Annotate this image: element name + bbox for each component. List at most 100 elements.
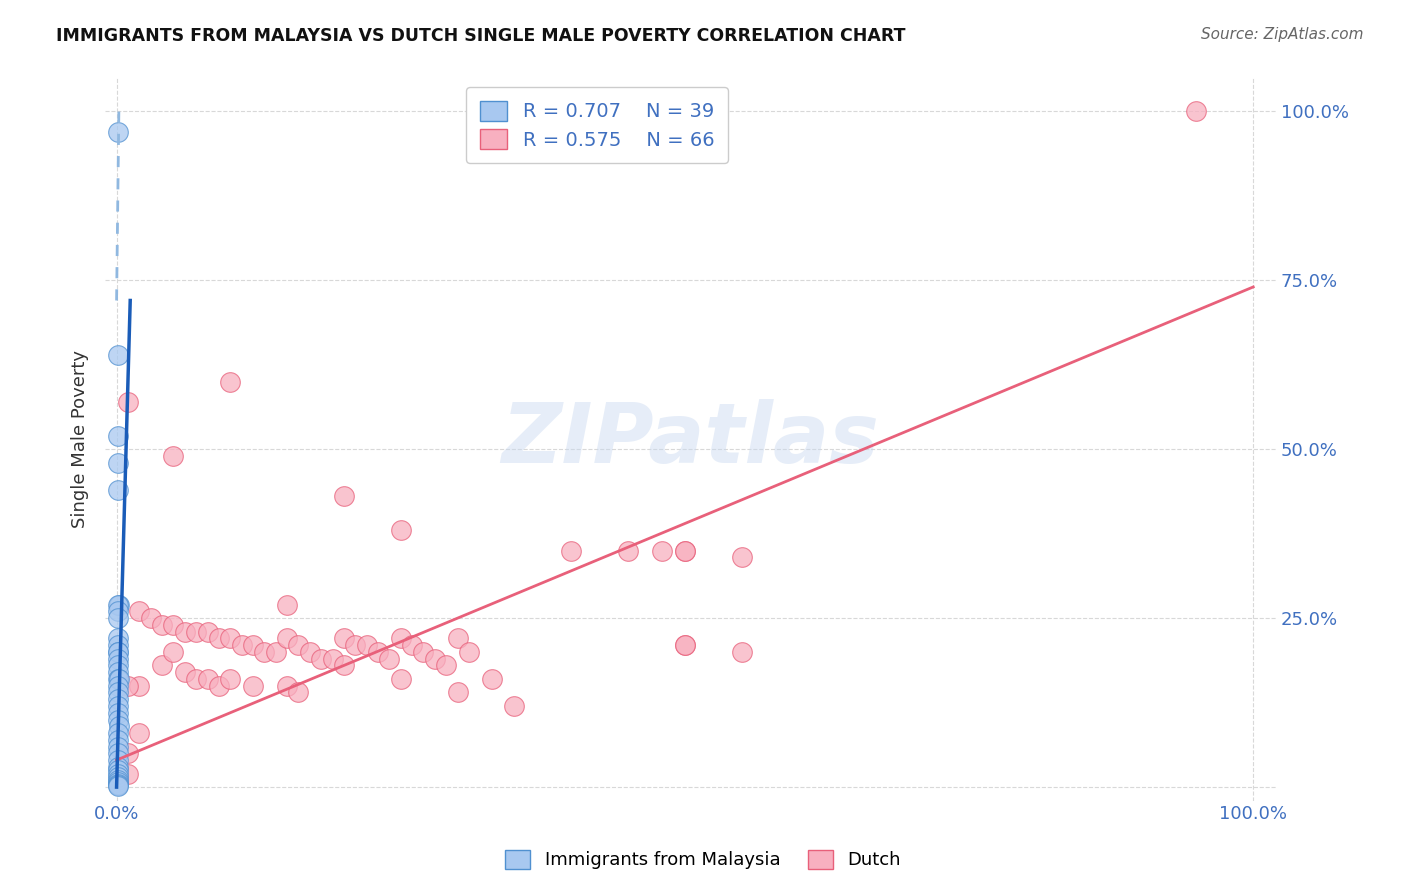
- Point: [107, 753, 129, 767]
- Point: [389, 672, 412, 686]
- Point: [107, 766, 129, 780]
- Point: [107, 598, 129, 612]
- Point: [107, 774, 129, 789]
- Point: [107, 483, 129, 497]
- Point: [107, 658, 129, 673]
- Point: [446, 685, 468, 699]
- Point: [276, 632, 298, 646]
- Point: [231, 638, 253, 652]
- Point: [264, 645, 287, 659]
- Point: [481, 672, 503, 686]
- Point: [107, 763, 129, 777]
- Point: [173, 624, 195, 639]
- Point: [560, 543, 582, 558]
- Y-axis label: Single Male Poverty: Single Male Poverty: [72, 350, 89, 528]
- Point: [333, 632, 356, 646]
- Point: [731, 550, 754, 565]
- Point: [378, 651, 401, 665]
- Point: [401, 638, 423, 652]
- Point: [173, 665, 195, 680]
- Point: [446, 632, 468, 646]
- Point: [186, 624, 208, 639]
- Point: [107, 632, 129, 646]
- Point: [219, 375, 242, 389]
- Point: [423, 651, 446, 665]
- Point: [162, 645, 184, 659]
- Point: [344, 638, 367, 652]
- Legend: R = 0.707    N = 39, R = 0.575    N = 66: R = 0.707 N = 39, R = 0.575 N = 66: [467, 87, 728, 163]
- Point: [107, 665, 129, 680]
- Point: [298, 645, 321, 659]
- Legend: Immigrants from Malaysia, Dutch: Immigrants from Malaysia, Dutch: [496, 841, 910, 879]
- Point: [242, 679, 264, 693]
- Point: [162, 449, 184, 463]
- Point: [434, 658, 457, 673]
- Point: [197, 624, 219, 639]
- Text: Source: ZipAtlas.com: Source: ZipAtlas.com: [1201, 27, 1364, 42]
- Point: [253, 645, 276, 659]
- Point: [139, 611, 162, 625]
- Point: [107, 685, 129, 699]
- Point: [107, 780, 129, 794]
- Point: [107, 456, 129, 470]
- Point: [107, 773, 129, 788]
- Point: [107, 698, 129, 713]
- Point: [367, 645, 389, 659]
- Point: [107, 638, 129, 652]
- Point: [117, 747, 139, 761]
- Point: [673, 638, 696, 652]
- Point: [208, 679, 231, 693]
- Point: [389, 523, 412, 537]
- Point: [108, 719, 131, 733]
- Point: [108, 598, 131, 612]
- Point: [150, 618, 173, 632]
- Point: [322, 651, 344, 665]
- Point: [107, 747, 129, 761]
- Point: [107, 651, 129, 665]
- Point: [107, 732, 129, 747]
- Point: [117, 679, 139, 693]
- Point: [107, 124, 129, 138]
- Point: [117, 766, 139, 780]
- Point: [107, 739, 129, 754]
- Point: [186, 672, 208, 686]
- Point: [128, 726, 150, 740]
- Point: [107, 347, 129, 361]
- Text: ZIPatlas: ZIPatlas: [502, 399, 880, 480]
- Point: [107, 770, 129, 784]
- Point: [162, 618, 184, 632]
- Point: [673, 543, 696, 558]
- Point: [107, 726, 129, 740]
- Point: [673, 543, 696, 558]
- Point: [107, 777, 129, 791]
- Point: [287, 685, 309, 699]
- Point: [276, 679, 298, 693]
- Point: [389, 632, 412, 646]
- Point: [128, 679, 150, 693]
- Point: [107, 645, 129, 659]
- Point: [107, 679, 129, 693]
- Point: [651, 543, 673, 558]
- Point: [503, 698, 526, 713]
- Point: [219, 672, 242, 686]
- Point: [333, 658, 356, 673]
- Point: [107, 778, 129, 792]
- Point: [309, 651, 332, 665]
- Point: [731, 645, 754, 659]
- Point: [208, 632, 231, 646]
- Point: [128, 604, 150, 618]
- Point: [617, 543, 640, 558]
- Point: [107, 645, 129, 659]
- Point: [197, 672, 219, 686]
- Point: [287, 638, 309, 652]
- Text: IMMIGRANTS FROM MALAYSIA VS DUTCH SINGLE MALE POVERTY CORRELATION CHART: IMMIGRANTS FROM MALAYSIA VS DUTCH SINGLE…: [56, 27, 905, 45]
- Point: [107, 672, 129, 686]
- Point: [107, 706, 129, 720]
- Point: [107, 713, 129, 727]
- Point: [107, 428, 129, 442]
- Point: [108, 672, 131, 686]
- Point: [673, 638, 696, 652]
- Point: [276, 598, 298, 612]
- Point: [242, 638, 264, 652]
- Point: [1185, 104, 1208, 119]
